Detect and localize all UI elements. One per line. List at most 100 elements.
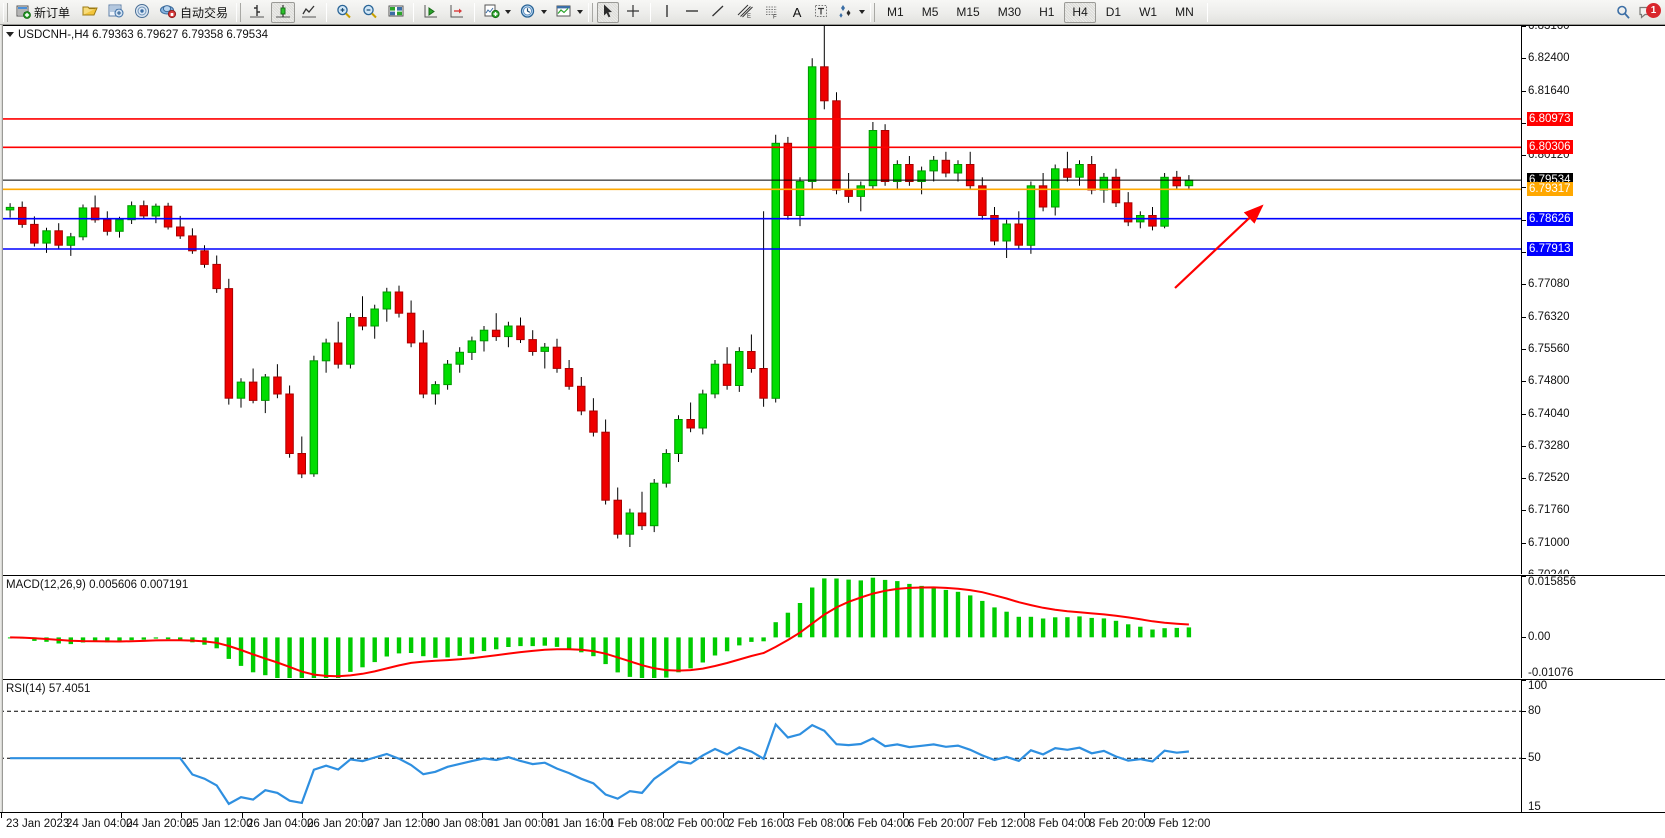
price-pane[interactable]: 6.831606.824006.816406.808806.801206.793…: [0, 25, 1665, 574]
auto-trading-button[interactable]: 自动交易: [156, 2, 234, 23]
auto-scroll-button[interactable]: [419, 2, 443, 23]
price-level-flag-resistance-1[interactable]: 6.80306: [1527, 140, 1573, 154]
timeframe-h1[interactable]: H1: [1039, 5, 1055, 19]
chart-area[interactable]: 6.831606.824006.816406.808806.801206.793…: [0, 25, 1665, 838]
new-order-button[interactable]: 新订单: [12, 2, 76, 23]
trendline-button[interactable]: [706, 2, 730, 23]
price-level-flag-support-1[interactable]: 6.78626: [1527, 212, 1573, 226]
svg-text:E: E: [747, 14, 751, 19]
macd-axis[interactable]: 0.015856 0.00 -0.01076: [1522, 576, 1665, 678]
toolbar-grip-2[interactable]: [236, 2, 242, 22]
time-axis[interactable]: 23 Jan 2023 24 Jan 04:00 24 Jan 20:00 25 Ja…: [0, 812, 1665, 838]
rsi-plot[interactable]: [0, 680, 1522, 812]
chart-left-scrollbar[interactable]: [0, 25, 3, 812]
terminal-button[interactable]: [78, 2, 102, 23]
vertical-line-icon: [660, 3, 674, 22]
text-label-button[interactable]: [810, 2, 832, 23]
cursor-button[interactable]: [597, 1, 620, 23]
rsi-pane[interactable]: 100 80 50 15 RSI(14) 57.4051: [0, 679, 1665, 812]
macd-plot[interactable]: [0, 576, 1522, 678]
vertical-line-button[interactable]: [656, 2, 678, 23]
market-watch-button[interactable]: [130, 2, 154, 23]
timeframe-m15[interactable]: M15: [956, 5, 980, 19]
price-level-flag-support-2[interactable]: 6.77913: [1527, 242, 1573, 256]
time-axis-tick: [1144, 813, 1145, 818]
periods-button[interactable]: [516, 2, 550, 23]
chat-badge: 1: [1646, 2, 1661, 18]
objects-button[interactable]: [834, 2, 868, 23]
macd-pane[interactable]: 0.015856 0.00 -0.01076 MACD(12,26,9) 0.005…: [0, 575, 1665, 678]
navigator-button[interactable]: [104, 2, 128, 23]
time-axis-label: 24 Jan 04:00: [66, 818, 133, 830]
templates-button[interactable]: [552, 2, 586, 23]
timeframe-m1[interactable]: M1: [887, 5, 904, 19]
price-tick-label: 6.74800: [1528, 375, 1570, 387]
price-tick-label: 6.71000: [1528, 537, 1570, 549]
price-tick-mark: [1522, 26, 1526, 27]
timeframe-m5[interactable]: M5: [921, 5, 939, 19]
time-axis-tick: [121, 813, 122, 818]
chevron-down-icon[interactable]: [505, 10, 512, 14]
zoom-out-button[interactable]: [358, 2, 382, 23]
time-axis-tick: [663, 813, 664, 818]
timeframe-mn[interactable]: MN: [1175, 5, 1194, 19]
price-plot[interactable]: [0, 26, 1522, 574]
toolbar-separator-1: [326, 2, 328, 22]
chat-icon[interactable]: 1: [1638, 2, 1661, 21]
price-axis[interactable]: 6.831606.824006.816406.808806.801206.793…: [1522, 26, 1665, 574]
candlestick-chart-button[interactable]: [271, 1, 296, 23]
time-axis-label: 24 Jan 20:00: [126, 818, 193, 830]
rsi-axis[interactable]: 100 80 50 15: [1522, 680, 1665, 812]
price-tick-mark: [1522, 58, 1526, 59]
toolbar-right-group: 1: [1615, 2, 1665, 21]
text-label-icon: [813, 3, 829, 22]
chevron-down-icon[interactable]: [859, 10, 866, 14]
price-tick-label: 6.82400: [1528, 52, 1570, 64]
line-chart-button[interactable]: [297, 2, 321, 23]
text-icon: A: [792, 4, 802, 20]
zoom-in-button[interactable]: [332, 2, 356, 23]
chevron-down-icon[interactable]: [541, 10, 548, 14]
macd-label: MACD(12,26,9) 0.005606 0.007191: [6, 579, 189, 591]
time-axis-label: 9 Feb 12:00: [1149, 818, 1211, 830]
time-axis-tick: [1, 813, 2, 818]
zoom-out-icon: [361, 3, 379, 22]
price-tick-mark: [1522, 220, 1526, 221]
text-button[interactable]: A: [786, 2, 808, 23]
toolbar-grip[interactable]: [3, 2, 8, 22]
fibonacci-button[interactable]: F: [760, 2, 784, 23]
auto-trading-label: 自动交易: [180, 5, 229, 20]
price-tick-mark: [1522, 187, 1526, 188]
price-tick-mark: [1522, 510, 1526, 511]
tile-windows-button[interactable]: [384, 2, 408, 23]
bar-chart-button[interactable]: [245, 2, 269, 23]
time-axis-label: 26 Jan 20:00: [307, 818, 374, 830]
toolbar-grip-4[interactable]: [870, 2, 876, 22]
chart-shift-button[interactable]: [445, 2, 469, 23]
rsi-tick-label: 100: [1528, 680, 1548, 692]
horizontal-line-button[interactable]: [680, 2, 704, 23]
timeframe-w1[interactable]: W1: [1139, 5, 1158, 19]
chevron-down-icon[interactable]: [577, 10, 584, 14]
timeframe-h4[interactable]: H4: [1064, 1, 1096, 23]
time-axis-label: 31 Jan 16:00: [547, 818, 614, 830]
price-tick-mark: [1522, 284, 1526, 285]
folder-yellow-icon: [81, 3, 99, 22]
timeframe-m30[interactable]: M30: [997, 5, 1022, 19]
equidistant-channel-button[interactable]: E: [732, 2, 758, 23]
crosshair-button[interactable]: [621, 2, 645, 23]
macd-tick-label: 0.00: [1528, 631, 1551, 643]
uptrend-arrow[interactable]: [1174, 204, 1264, 289]
shapes-icon: [837, 3, 855, 22]
line-chart-icon: [300, 3, 318, 22]
time-axis-tick: [963, 813, 964, 818]
timeframe-d1[interactable]: D1: [1105, 5, 1122, 19]
fibonacci-icon: F: [763, 3, 781, 22]
toolbar-grip-3[interactable]: [588, 2, 594, 22]
indicators-button[interactable]: [480, 2, 514, 23]
search-icon[interactable]: [1615, 4, 1632, 21]
price-level-flag-pivot[interactable]: 6.79317: [1527, 182, 1573, 196]
time-axis-tick: [723, 813, 724, 818]
price-level-flag-resistance-2[interactable]: 6.80973: [1527, 112, 1573, 126]
chevron-down-icon[interactable]: [6, 32, 14, 38]
